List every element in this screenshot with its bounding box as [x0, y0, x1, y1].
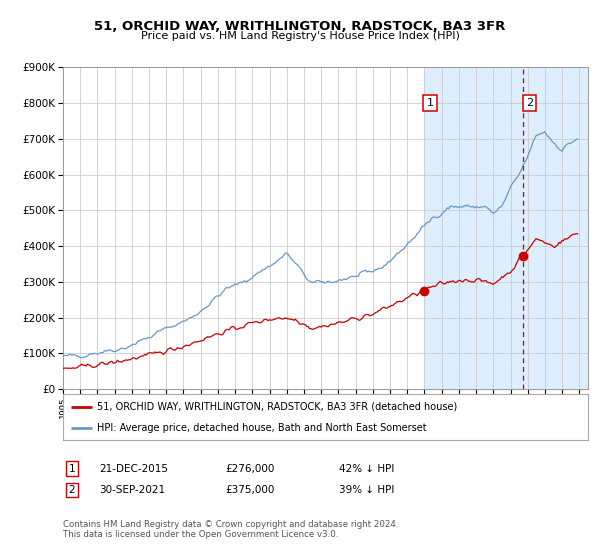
Text: 2: 2 [68, 485, 76, 495]
Text: 39% ↓ HPI: 39% ↓ HPI [339, 485, 394, 495]
Text: 2: 2 [526, 98, 533, 108]
Text: 1: 1 [427, 98, 434, 108]
Text: 1: 1 [68, 464, 76, 474]
Text: £276,000: £276,000 [225, 464, 274, 474]
Text: 51, ORCHID WAY, WRITHLINGTON, RADSTOCK, BA3 3FR: 51, ORCHID WAY, WRITHLINGTON, RADSTOCK, … [94, 20, 506, 32]
Text: 30-SEP-2021: 30-SEP-2021 [99, 485, 165, 495]
Text: HPI: Average price, detached house, Bath and North East Somerset: HPI: Average price, detached house, Bath… [97, 423, 427, 433]
Bar [424, 67, 588, 389]
Text: Contains HM Land Registry data © Crown copyright and database right 2024.
This d: Contains HM Land Registry data © Crown c… [63, 520, 398, 539]
Text: Price paid vs. HM Land Registry's House Price Index (HPI): Price paid vs. HM Land Registry's House … [140, 31, 460, 41]
Text: 51, ORCHID WAY, WRITHLINGTON, RADSTOCK, BA3 3FR (detached house): 51, ORCHID WAY, WRITHLINGTON, RADSTOCK, … [97, 402, 457, 412]
Text: £375,000: £375,000 [225, 485, 274, 495]
Text: 42% ↓ HPI: 42% ↓ HPI [339, 464, 394, 474]
Text: 21-DEC-2015: 21-DEC-2015 [99, 464, 168, 474]
